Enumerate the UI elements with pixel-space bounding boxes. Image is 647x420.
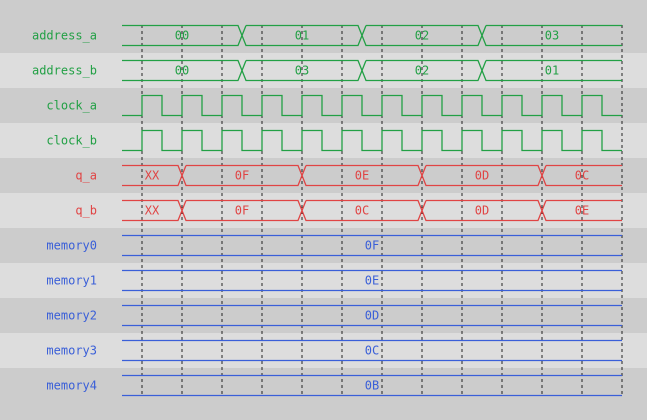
signal-value: 0C [365, 344, 379, 358]
bus-segment [421, 199, 543, 222]
clock-waveform [122, 94, 622, 117]
signal-memory2: memory2 0D [46, 304, 622, 327]
signal-label: memory0 [46, 239, 97, 253]
clock-waveform [122, 129, 622, 152]
bus-segment [241, 24, 363, 47]
bus-value: XX [145, 169, 160, 183]
row-background [0, 0, 647, 53]
row-background [0, 158, 647, 193]
bus-segment [481, 59, 622, 82]
bus-value: 03 [295, 64, 309, 78]
signal-memory0: memory0 0F [46, 234, 622, 257]
signal-memory1: memory1 0E [46, 269, 622, 292]
signal-value: 0D [365, 309, 379, 323]
bus-value: 0C [355, 204, 369, 218]
signal-label: address_b [32, 64, 97, 78]
signal-address_b: address_b 00 03 02 01 [32, 59, 622, 82]
signal-label: clock_a [46, 99, 97, 113]
row-background [0, 333, 647, 368]
row-background [0, 123, 647, 158]
bus-value: 0F [235, 204, 249, 218]
bus-value: 01 [295, 29, 309, 43]
row-background [0, 193, 647, 228]
row-background [0, 263, 647, 298]
signal-q_a: q_a XX 0F 0E 0D 0C [75, 164, 622, 187]
row-background [0, 298, 647, 333]
bus-segment [301, 199, 423, 222]
signal-label: q_a [75, 169, 97, 183]
signal-value: 0F [365, 239, 379, 253]
signal-label: memory2 [46, 309, 97, 323]
signal-label: address_a [32, 29, 97, 43]
bus-segment [301, 164, 423, 187]
bus-segment [541, 199, 622, 222]
signal-value: 0B [365, 379, 379, 393]
bus-value: 00 [175, 29, 189, 43]
bus-value: 0E [575, 204, 589, 218]
signal-label: memory1 [46, 274, 97, 288]
row-background [0, 53, 647, 88]
bus-segment [181, 199, 303, 222]
bus-segment [361, 59, 483, 82]
signal-clock_b: clock_b [46, 129, 622, 152]
bus-value: 01 [545, 64, 559, 78]
bus-value: XX [145, 204, 160, 218]
signal-label: memory4 [46, 379, 97, 393]
bus-value: 00 [175, 64, 189, 78]
bus-value: 0E [355, 169, 369, 183]
bus-segment [421, 164, 543, 187]
signal-label: memory3 [46, 344, 97, 358]
signal-address_a: address_a 00 01 02 03 [32, 24, 622, 47]
signal-label: clock_b [46, 134, 97, 148]
bus-value: 0F [235, 169, 249, 183]
signal-memory4: memory4 0B [46, 374, 622, 397]
bus-segment [181, 164, 303, 187]
signal-label: q_b [75, 204, 97, 218]
bus-value: 0D [475, 204, 489, 218]
bus-segment [541, 164, 622, 187]
bus-value: 0D [475, 169, 489, 183]
signal-q_b: q_b XX 0F 0C 0D 0E [75, 199, 622, 222]
row-background [0, 368, 647, 420]
signal-memory3: memory3 0C [46, 339, 622, 362]
bus-value: 02 [415, 64, 429, 78]
bus-value: 03 [545, 29, 559, 43]
bus-segment [481, 24, 622, 47]
bus-segment [361, 24, 483, 47]
bus-value: 0C [575, 169, 589, 183]
row-background [0, 228, 647, 263]
signal-clock_a: clock_a [46, 94, 622, 117]
row-background [0, 88, 647, 123]
signal-value: 0E [365, 274, 379, 288]
bus-value: 02 [415, 29, 429, 43]
bus-segment [241, 59, 363, 82]
